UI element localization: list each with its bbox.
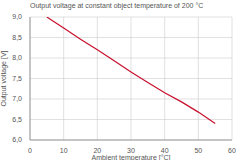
svg-text:6,5: 6,5	[12, 116, 22, 123]
svg-text:20: 20	[93, 147, 101, 154]
svg-text:30: 30	[127, 147, 135, 154]
svg-text:8,0: 8,0	[12, 54, 22, 61]
svg-text:60: 60	[228, 147, 232, 154]
svg-text:Output voltage [V]: Output voltage [V]	[8, 50, 9, 106]
svg-text:7,0: 7,0	[12, 95, 22, 102]
svg-text:8,5: 8,5	[12, 34, 22, 41]
svg-text:9,0: 9,0	[12, 13, 22, 20]
svg-text:50: 50	[194, 147, 202, 154]
svg-text:7,5: 7,5	[12, 75, 22, 82]
svg-text:0: 0	[28, 147, 32, 154]
html-text:Output voltage at constant obj: Output voltage at constant object temper…	[30, 2, 204, 9]
svg-text:6,0: 6,0	[12, 136, 22, 143]
svg-text:40: 40	[161, 147, 169, 154]
svg-text:Ambient temperature [°C]: Ambient temperature [°C]	[91, 154, 170, 160]
svg-text:10: 10	[60, 147, 68, 154]
